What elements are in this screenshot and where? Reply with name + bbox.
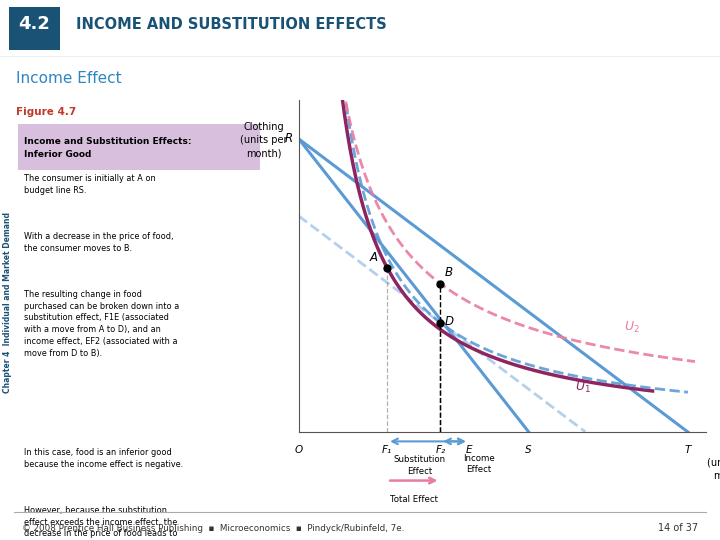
Text: R: R [284,132,292,145]
Text: In this case, food is an inferior good
because the income effect is negative.: In this case, food is an inferior good b… [24,448,183,469]
Text: The resulting change in food
purchased can be broken down into a
substitution ef: The resulting change in food purchased c… [24,290,179,358]
Text: INCOME AND SUBSTITUTION EFFECTS: INCOME AND SUBSTITUTION EFFECTS [76,17,387,32]
Text: Clothing
(units per
month): Clothing (units per month) [240,122,287,158]
Text: D: D [444,315,454,328]
Text: Income
Effect: Income Effect [463,454,495,474]
Text: A: A [369,251,377,264]
Text: The consumer is initially at A on
budget line RS.: The consumer is initially at A on budget… [24,174,156,194]
Text: T: T [685,444,691,455]
Text: Substitution
Effect: Substitution Effect [394,456,446,476]
Text: B: B [444,267,453,280]
FancyBboxPatch shape [9,7,60,50]
Text: F₂: F₂ [435,444,446,455]
Text: E: E [465,444,472,455]
Text: 4.2: 4.2 [19,15,50,33]
Text: Food
(units per
month): Food (units per month) [707,444,720,481]
Text: Income Effect: Income Effect [16,71,122,86]
Text: 14 of 37: 14 of 37 [658,523,698,533]
Text: $U_2$: $U_2$ [624,320,640,334]
Text: Figure 4.7: Figure 4.7 [16,107,76,117]
Text: With a decrease in the price of food,
the consumer moves to B.: With a decrease in the price of food, th… [24,232,174,253]
Text: O: O [294,444,303,455]
Text: Chapter 4  Individual and Market Demand: Chapter 4 Individual and Market Demand [4,212,12,393]
FancyBboxPatch shape [18,124,260,170]
Text: Income and Substitution Effects:
Inferior Good: Income and Substitution Effects: Inferio… [24,137,192,159]
Text: Total Effect: Total Effect [390,495,438,504]
Text: $U_1$: $U_1$ [575,380,590,395]
Text: However, because the substitution
effect exceeds the income effect, the
decrease: However, because the substitution effect… [24,506,177,540]
Text: S: S [526,444,532,455]
Text: © 2008 Prentice Hall Business Publishing  ▪  Microeconomics  ▪  Pindyck/Rubinfel: © 2008 Prentice Hall Business Publishing… [22,524,404,532]
Text: F₁: F₁ [382,444,392,455]
